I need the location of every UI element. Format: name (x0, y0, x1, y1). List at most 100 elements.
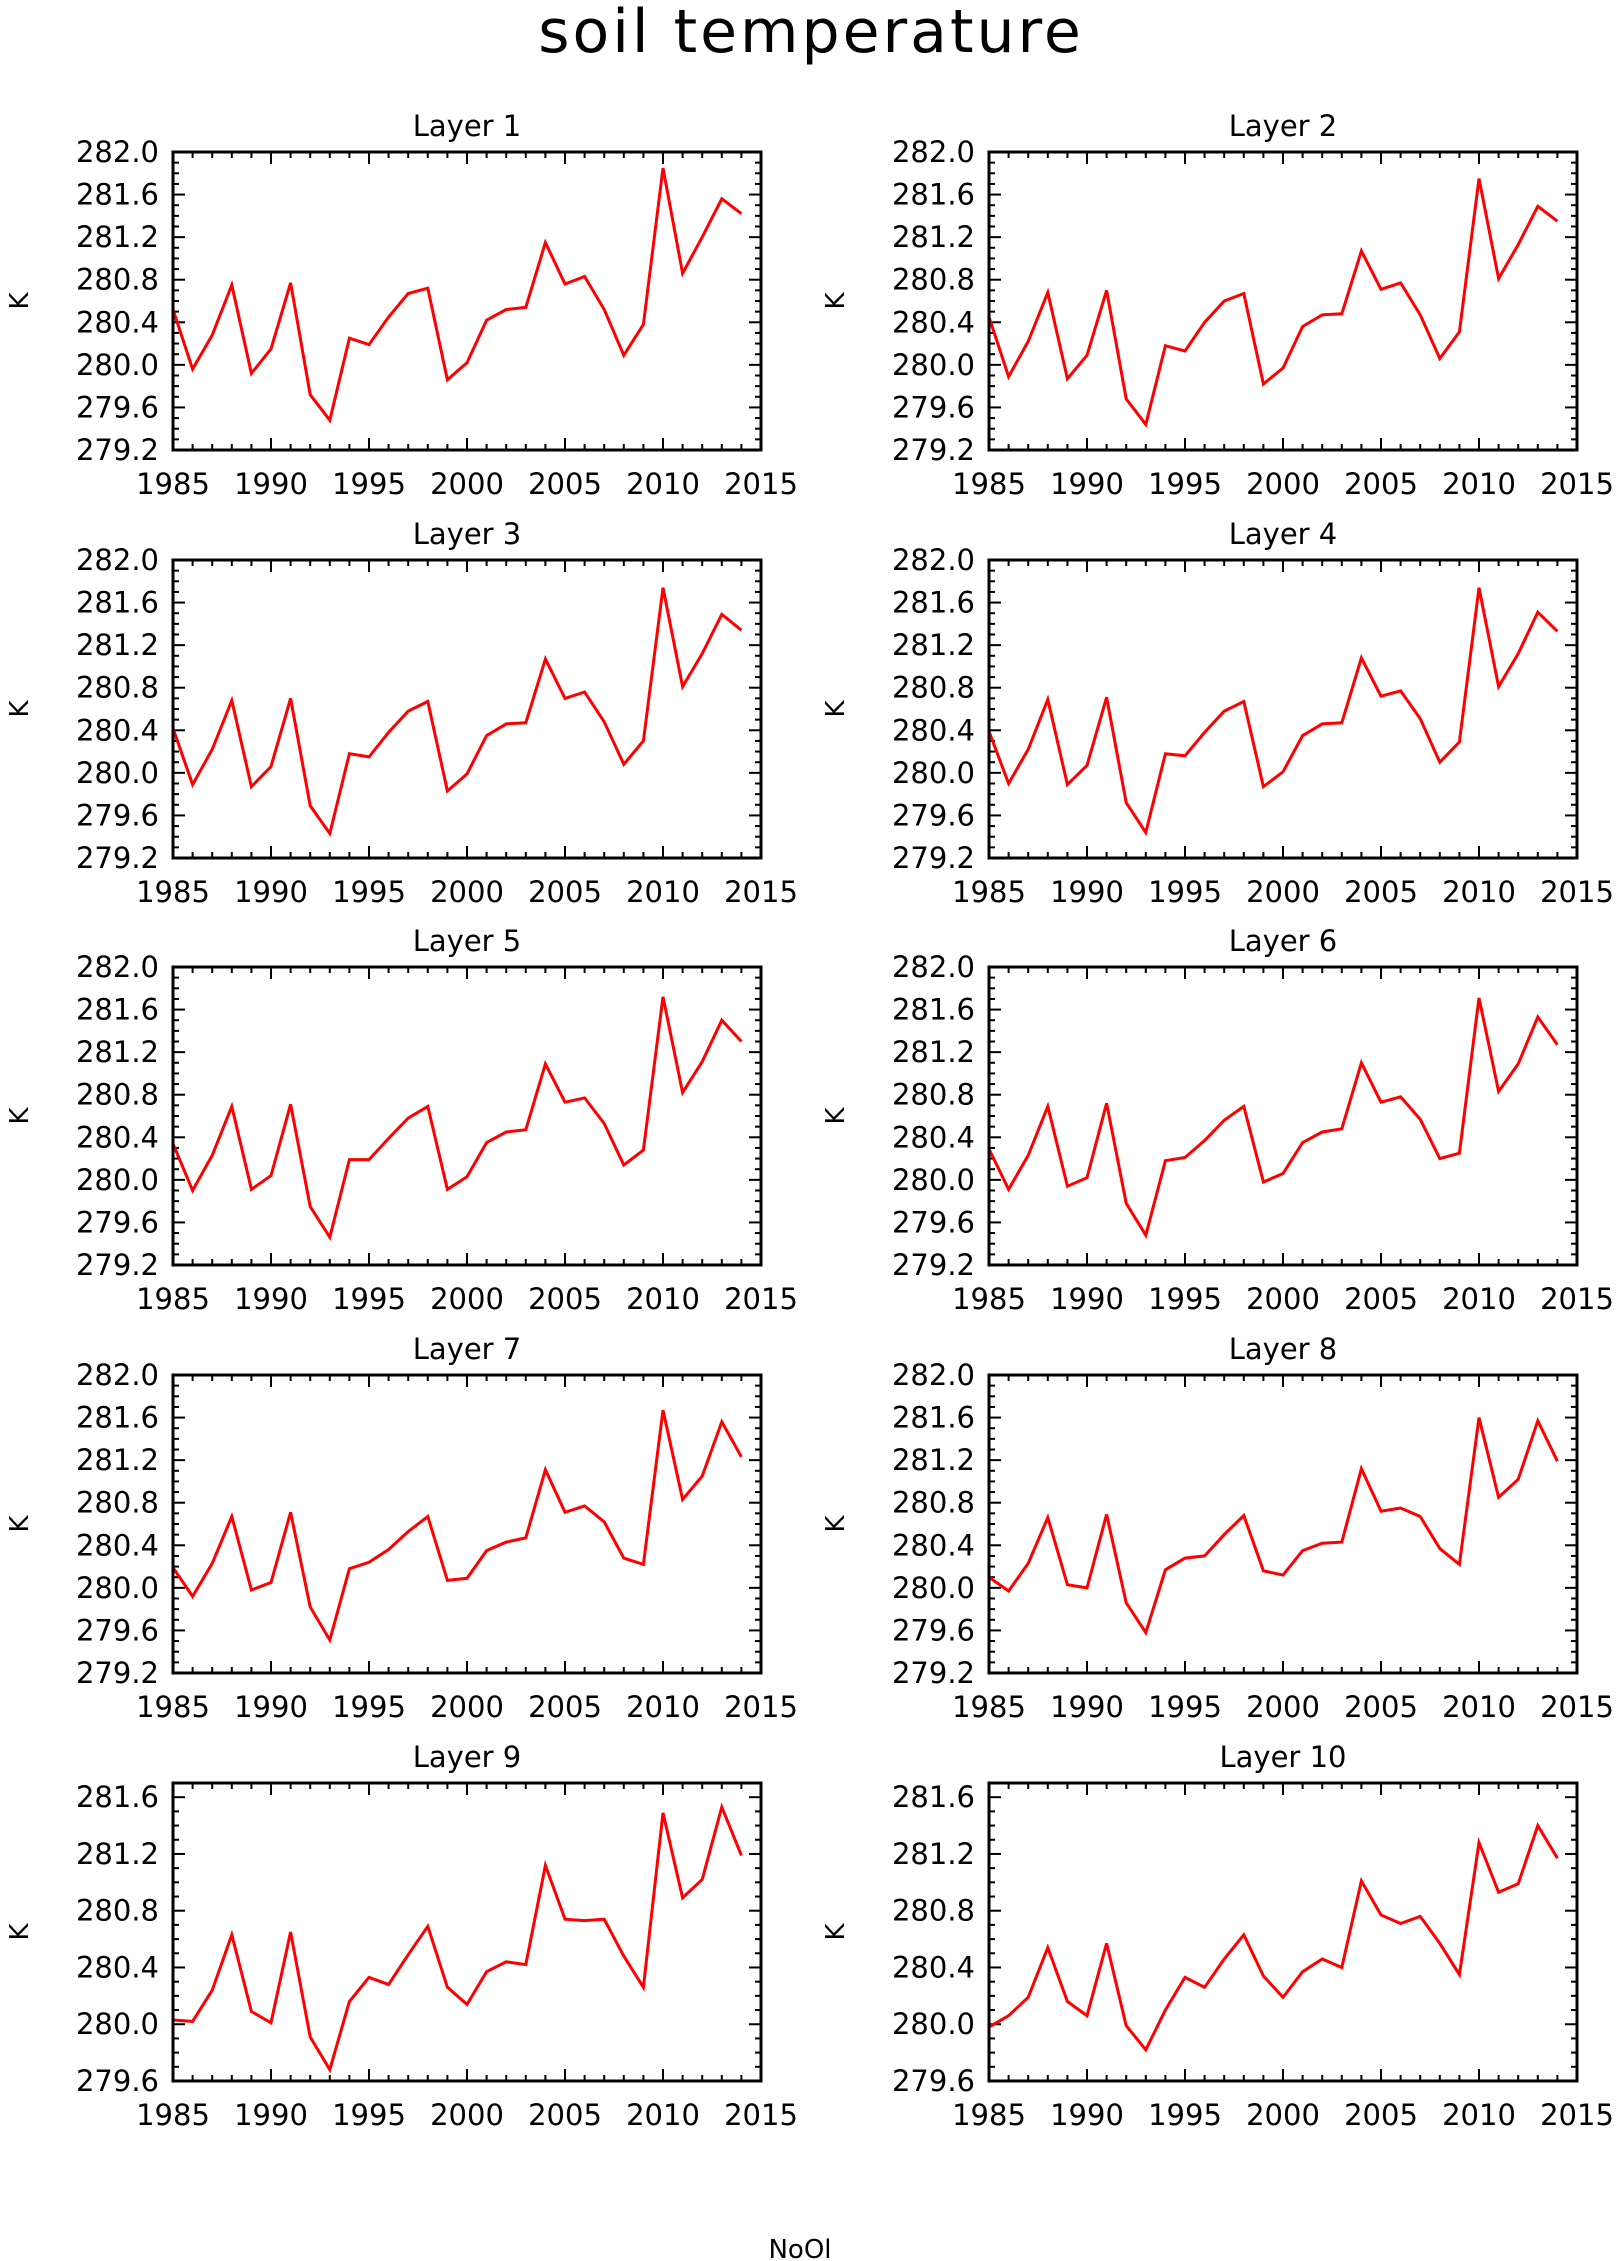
y-tick-label: 279.6 (892, 1613, 975, 1647)
y-tick-label: 279.6 (892, 390, 975, 424)
x-tick-label: 2000 (1246, 467, 1320, 501)
x-tick-label: 1985 (136, 2098, 210, 2132)
x-tick-label: 2000 (1246, 2098, 1320, 2132)
y-axis-label: K (821, 700, 851, 718)
x-tick-label: 1985 (952, 1690, 1026, 1724)
x-tick-label: 2015 (1540, 1282, 1614, 1316)
panel-title: Layer 9 (413, 1740, 522, 1774)
y-tick-label: 282.0 (892, 1358, 975, 1392)
y-tick-label: 280.8 (892, 1078, 975, 1112)
x-tick-label: 1995 (1148, 2098, 1222, 2132)
y-tick-label: 280.0 (76, 1163, 159, 1197)
plot-frame (171, 965, 763, 1267)
x-tick-label: 2015 (1540, 467, 1614, 501)
panel-4: Layer 4 K 1985 1990 1995 2000 2005 2010 2015 279.… (821, 517, 1614, 909)
x-tick-label: 2000 (430, 1282, 504, 1316)
y-tick-label: 279.6 (76, 390, 159, 424)
panel-title: Layer 6 (1229, 924, 1338, 958)
y-tick-label: 282.0 (892, 950, 975, 984)
y-tick-label: 281.6 (76, 993, 159, 1027)
y-tick-label: 281.6 (76, 1401, 159, 1435)
y-tick-label: 281.6 (892, 1780, 975, 1814)
x-tick-label: 1985 (952, 467, 1026, 501)
y-tick-label: 282.0 (892, 543, 975, 577)
y-tick-label: 281.6 (76, 586, 159, 620)
y-tick-label: 280.8 (892, 263, 975, 297)
x-tick-label: 1990 (1050, 1282, 1124, 1316)
y-tick-label: 280.0 (892, 756, 975, 790)
x-tick-label: 1985 (136, 875, 210, 909)
panel-7: Layer 7 K 1985 1990 1995 2000 2005 2010 2015 279.… (5, 1332, 798, 1724)
plot-frame (171, 558, 763, 860)
x-tick-label: 1990 (1050, 2098, 1124, 2132)
x-tick-label: 2000 (1246, 1690, 1320, 1724)
x-tick-label: 1990 (234, 467, 308, 501)
panel-title: Layer 7 (413, 1332, 522, 1366)
panel-title: Layer 10 (1220, 1740, 1347, 1774)
panel-8: Layer 8 K 1985 1990 1995 2000 2005 2010 2015 279.… (821, 1332, 1614, 1724)
x-tick-label: 1995 (332, 467, 406, 501)
footer-text: NoOl (768, 2235, 831, 2261)
x-tick-label: 1990 (1050, 875, 1124, 909)
x-tick-label: 1990 (234, 1690, 308, 1724)
plot-frame (171, 1373, 763, 1675)
y-tick-label: 280.8 (892, 1486, 975, 1520)
y-tick-label: 281.2 (76, 1837, 159, 1871)
y-tick-label: 281.2 (76, 1035, 159, 1069)
panel-6: Layer 6 K 1985 1990 1995 2000 2005 2010 2015 279.… (821, 924, 1614, 1316)
x-tick-label: 1990 (1050, 467, 1124, 501)
y-tick-label: 281.6 (76, 1780, 159, 1814)
panel-title: Layer 3 (413, 517, 522, 551)
y-tick-label: 280.0 (76, 348, 159, 382)
plot-frame (171, 150, 763, 452)
y-tick-label: 280.4 (892, 1528, 975, 1562)
y-tick-label: 279.2 (892, 433, 975, 467)
x-tick-label: 2015 (1540, 875, 1614, 909)
y-tick-label: 279.2 (76, 1248, 159, 1282)
y-tick-label: 281.6 (892, 993, 975, 1027)
x-tick-label: 1995 (332, 1690, 406, 1724)
series-line (172, 1802, 743, 2074)
plot-frame (987, 150, 1579, 452)
y-tick-label: 280.8 (892, 671, 975, 705)
panel-10: Layer 10 K 1985 1990 1995 2000 2005 2010 2015 279… (821, 1740, 1614, 2132)
x-tick-label: 2000 (430, 2098, 504, 2132)
x-tick-label: 2005 (1344, 1690, 1418, 1724)
y-axis-label: K (5, 1107, 35, 1125)
panel-5: Layer 5 K 1985 1990 1995 2000 2005 2010 2015 279.… (5, 924, 798, 1316)
x-tick-label: 2005 (1344, 2098, 1418, 2132)
y-tick-label: 280.0 (892, 1163, 975, 1197)
y-axis-label: K (821, 1107, 851, 1125)
y-tick-label: 281.2 (76, 220, 159, 254)
x-tick-label: 2005 (1344, 875, 1418, 909)
series-line (988, 1416, 1559, 1637)
x-tick-label: 1985 (952, 875, 1026, 909)
y-axis-label: K (5, 1923, 35, 1941)
y-tick-label: 279.6 (892, 798, 975, 832)
x-tick-label: 2005 (528, 467, 602, 501)
x-tick-label: 2010 (626, 1282, 700, 1316)
figure-title: soil temperature (538, 0, 1084, 67)
x-tick-label: 2015 (724, 875, 798, 909)
x-tick-label: 1995 (1148, 1690, 1222, 1724)
plot-frame (987, 558, 1579, 860)
y-axis-label: K (821, 1515, 851, 1533)
y-tick-label: 280.4 (76, 1950, 159, 1984)
y-tick-label: 281.6 (892, 178, 975, 212)
x-tick-label: 2010 (1442, 1690, 1516, 1724)
y-tick-label: 280.0 (892, 2007, 975, 2041)
x-tick-label: 1995 (332, 875, 406, 909)
y-tick-label: 280.8 (76, 1486, 159, 1520)
y-tick-label: 280.8 (892, 1894, 975, 1928)
y-tick-label: 279.6 (76, 2064, 159, 2098)
y-tick-label: 280.8 (76, 263, 159, 297)
plot-frame (987, 965, 1579, 1267)
x-tick-label: 1995 (332, 2098, 406, 2132)
x-tick-label: 2005 (528, 875, 602, 909)
y-axis-label: K (821, 1923, 851, 1941)
y-tick-label: 280.8 (76, 1078, 159, 1112)
x-tick-label: 2015 (724, 1282, 798, 1316)
panel-3: Layer 3 K 1985 1990 1995 2000 2005 2010 2015 279.… (5, 517, 798, 909)
x-tick-label: 2000 (430, 1690, 504, 1724)
